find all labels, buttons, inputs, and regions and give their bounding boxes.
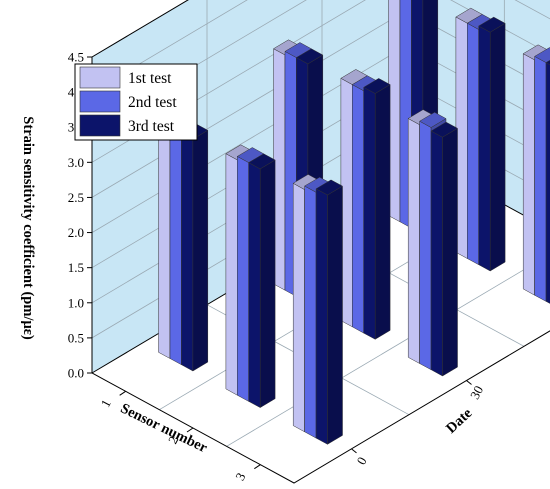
bar-front-face [315,188,328,445]
sensor-tick-mark [254,464,261,470]
bar-front-face [181,132,194,372]
bar-top-face [248,153,276,170]
legend-label-1: 1st test [128,70,172,87]
bar-side-face [489,23,506,272]
bar-front-face [522,53,535,296]
bar-front-face [419,120,432,370]
z-tick-label: 1.5 [68,260,84,275]
z-tick-label: 0.5 [68,330,84,345]
bar-side-face [374,84,391,340]
z-tick-label: 2.0 [68,225,84,240]
date-tick-label: 0 [353,454,369,467]
bar-top-face [315,179,343,196]
z-tick-label: 3.0 [68,155,84,170]
bar-front-face [430,130,443,377]
bar-front-face [534,56,547,302]
sensor-tick-mark [119,390,126,396]
legend-label-3: 3rd test [128,118,175,135]
bar-top-face [430,121,458,138]
bar-s2-d30-3 [363,78,391,340]
bar-side-face [259,159,276,408]
bar-front-face [304,185,317,439]
z-tick-label: 4.5 [68,50,84,65]
bar-s3-d60-3 [545,60,550,304]
bar-front-face [169,126,182,365]
bar-top-face [363,78,391,94]
sensor-tick-mark [186,427,194,433]
date-tick-label: 30 [467,383,486,402]
z-tick-label: 1.0 [68,295,84,310]
bar-front-face [467,22,479,265]
bar-top-face [296,48,324,65]
date-tick-mark [466,380,472,385]
bar-s3-d30-3 [430,121,458,377]
bar-front-face [407,118,420,364]
bar-side-face [327,185,343,445]
z-axis-title: Strain sensitivity coefficient (pm/με) [20,116,36,340]
bar-side-face [192,130,209,372]
bar-front-face [237,156,249,402]
bar-top-face [478,16,506,33]
bar-front-face [248,162,261,408]
bar-s1-d0-3 [181,123,209,372]
bar-front-face [478,25,491,272]
legend-label-2: 2nd test [128,94,177,111]
bar-top-face [419,112,447,128]
legend-swatch-3 [79,114,121,137]
sensor-tick-label: 1 [98,397,114,410]
legend-swatch-1 [79,66,121,89]
bars [158,0,550,445]
bar-s3-d0-3 [315,179,343,445]
bar-front-face [545,62,550,304]
bar-front-face [388,0,401,223]
date-tick-mark [351,448,357,454]
bar-s2-d0-3 [248,153,276,408]
sensor-tick-label: 3 [232,470,248,483]
bar-front-face [352,84,364,334]
legend: 1st test 2nd test 3rd test [74,63,198,141]
legend-swatch-2 [79,90,121,113]
bar-front-face [363,87,376,340]
bar-front-face [225,153,238,396]
y-axis-title: Date [443,405,476,437]
z-tick-label: 2.5 [68,190,84,205]
gridline-floor [226,253,550,447]
bar-s2-d60-3 [478,16,506,272]
bar-top-face [534,47,550,63]
z-tick-label: 0.0 [68,366,84,381]
bar-side-face [442,128,458,377]
bar-front-face [292,183,305,433]
bar-top-face [545,60,550,66]
bar-front-face [158,123,171,359]
